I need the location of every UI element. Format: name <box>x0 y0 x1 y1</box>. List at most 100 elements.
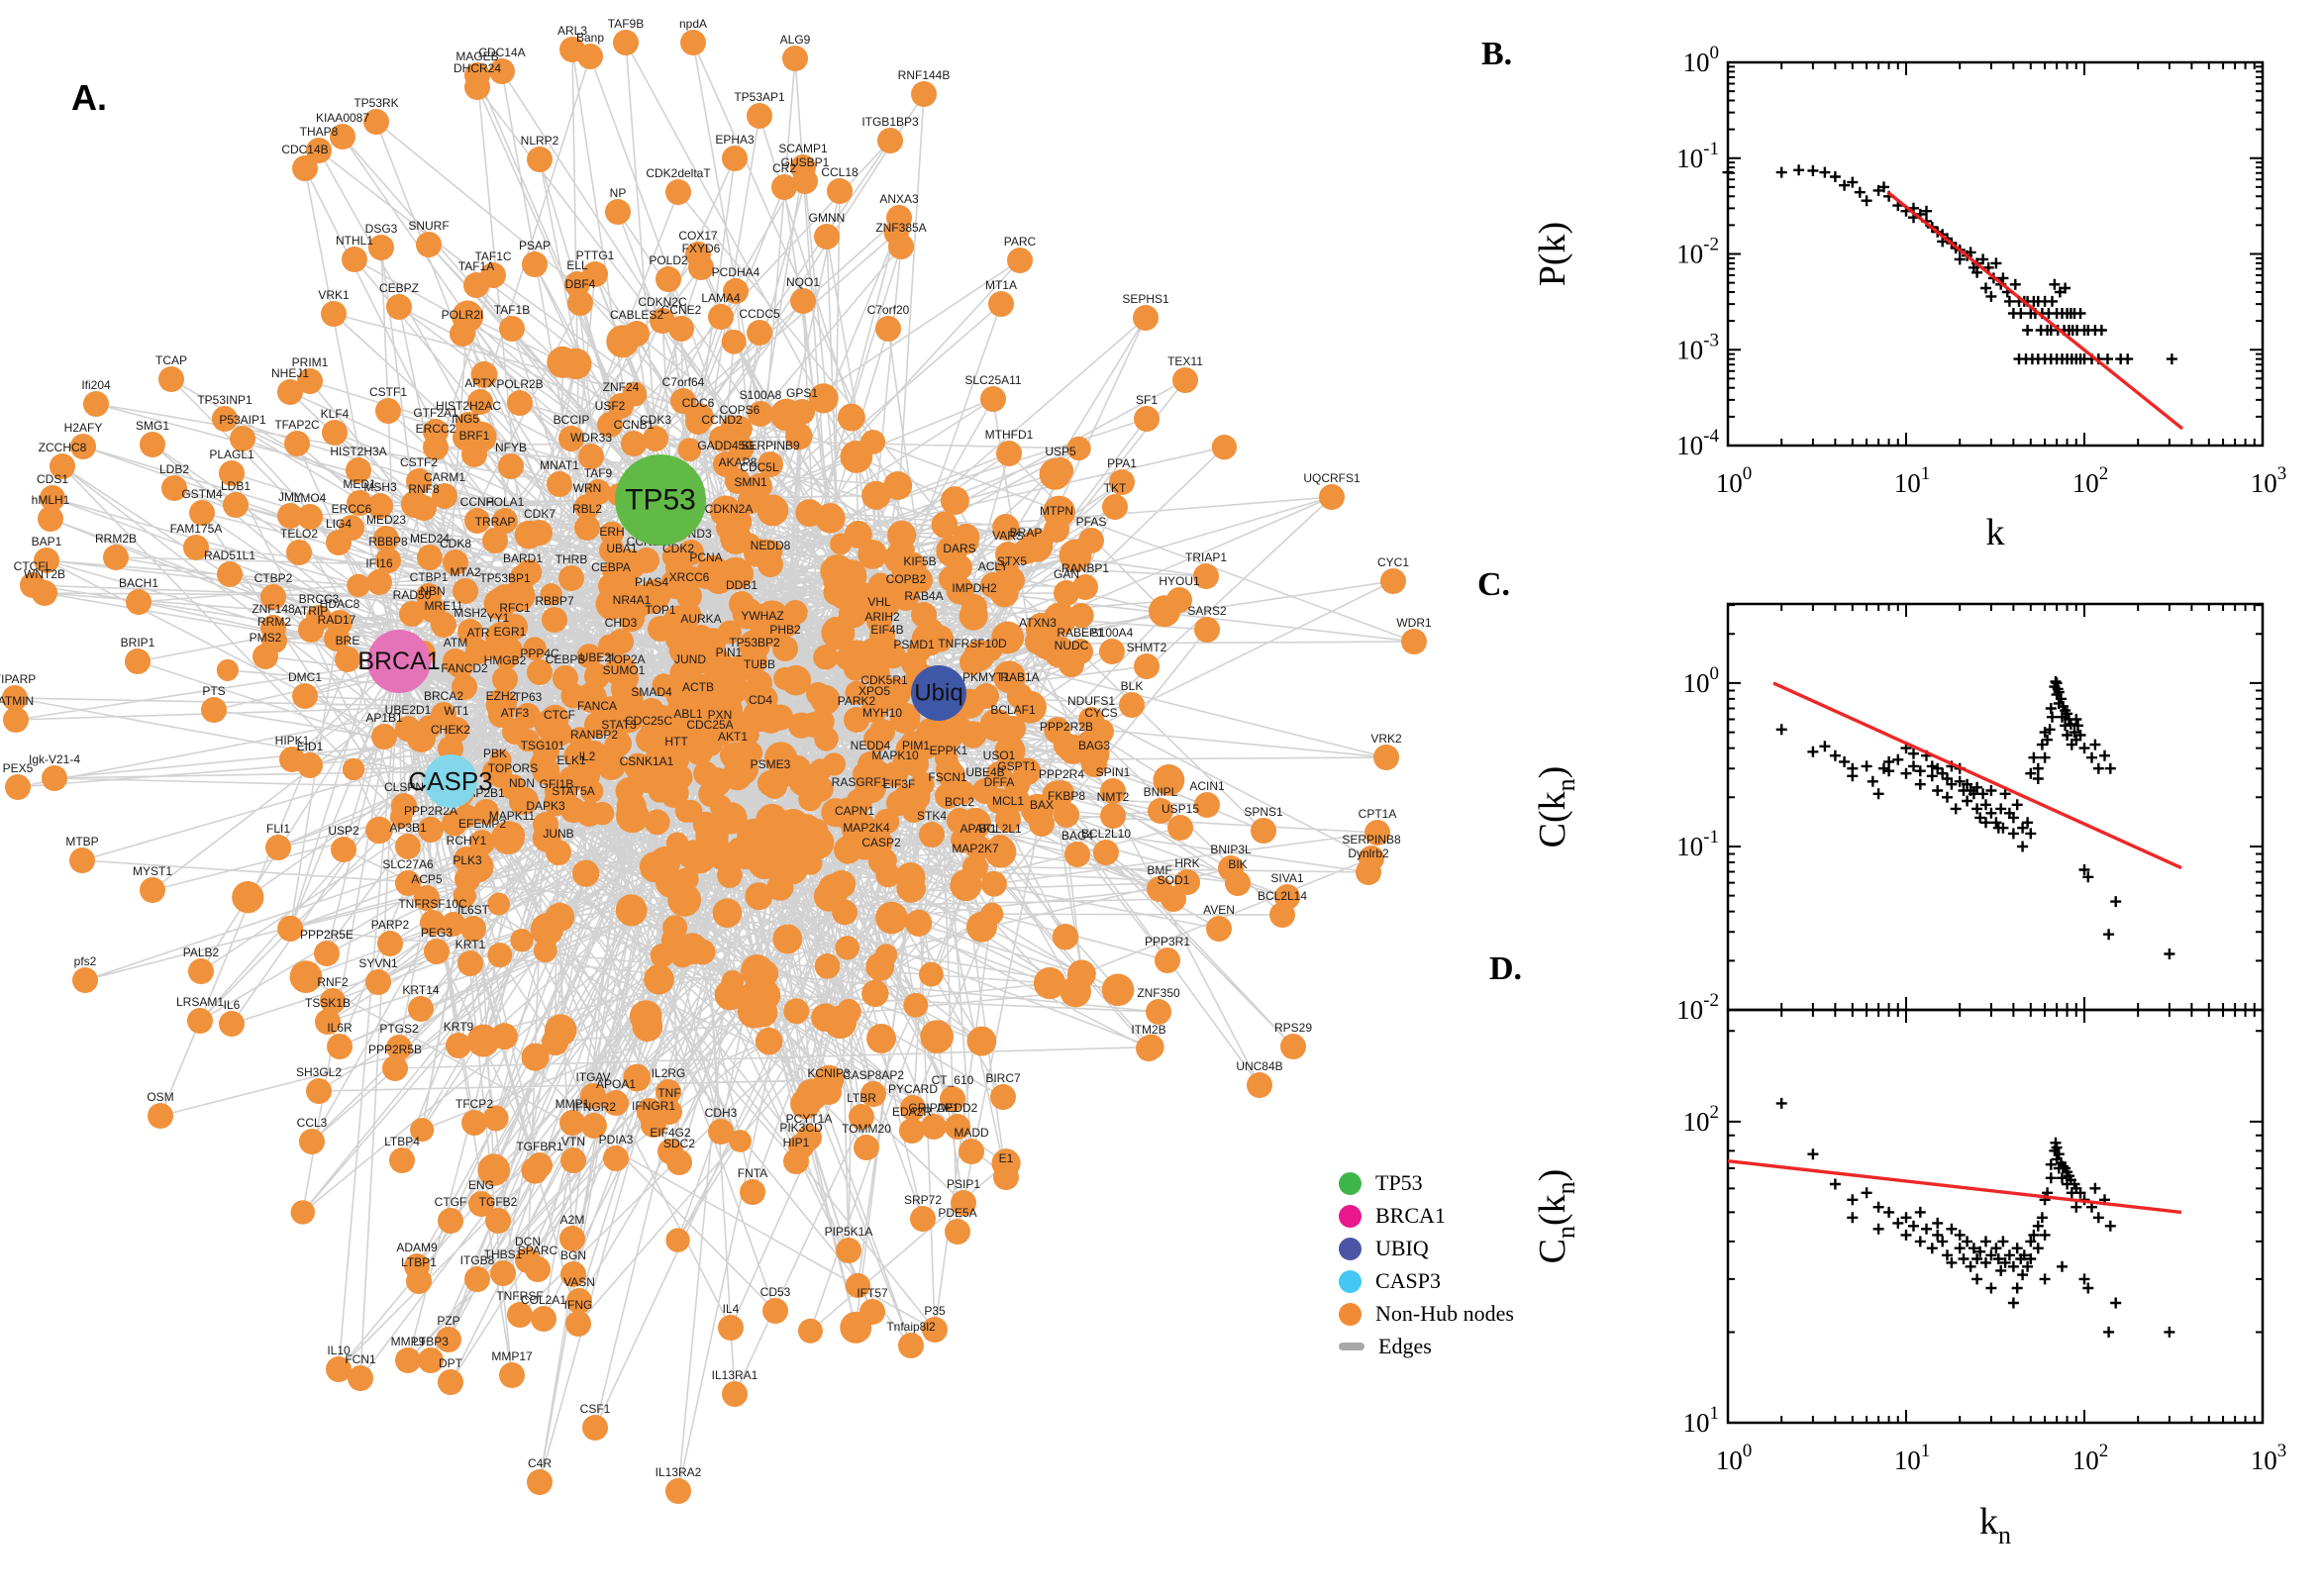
node-label: JUND <box>674 652 706 666</box>
non-hub-node <box>1166 587 1192 613</box>
non-hub-node <box>217 561 243 587</box>
node-label: TOP1 <box>645 603 675 617</box>
node-label: BAG4 <box>1061 829 1093 843</box>
non-hub-node <box>783 1148 809 1174</box>
node-label: APTX <box>464 376 495 390</box>
node-label: POLR2I <box>442 308 484 322</box>
non-hub-node <box>959 1139 984 1164</box>
tick-label: 101 <box>1894 463 1931 498</box>
node-label: STX5 <box>997 554 1027 568</box>
node-label: BCLAF1 <box>990 703 1036 717</box>
non-hub-node <box>861 480 891 510</box>
non-hub-node <box>83 391 109 417</box>
node-label: CDKN2A <box>705 502 754 516</box>
non-hub-node <box>454 866 480 892</box>
non-hub-node <box>126 589 152 615</box>
non-hub-node <box>1048 457 1073 483</box>
non-hub-node <box>849 1104 874 1130</box>
non-hub-node <box>962 854 988 880</box>
non-hub-node <box>406 468 432 494</box>
node-label: RNF8 <box>408 482 440 496</box>
node-label: CDK7 <box>524 507 556 521</box>
non-hub-node <box>1194 617 1220 643</box>
non-hub-node <box>499 822 525 848</box>
node-label: TNFRSF <box>496 1289 543 1303</box>
non-hub-node <box>453 578 478 604</box>
non-hub-node <box>452 674 477 700</box>
non-hub-node <box>840 441 873 473</box>
non-hub-node <box>416 583 442 609</box>
node-label: KRT1 <box>455 938 486 951</box>
legend-label: BRCA1 <box>1375 1203 1446 1228</box>
non-hub-node <box>945 1114 970 1140</box>
non-hub-node <box>729 591 755 617</box>
non-hub-node <box>1269 902 1295 928</box>
node-label: CSNK1A1 <box>620 754 674 768</box>
node-label: PPP4C <box>520 647 559 660</box>
node-label: CCL18 <box>821 165 858 179</box>
non-hub-node <box>931 511 959 539</box>
non-hub-node <box>1007 248 1033 273</box>
node-label: TUBB <box>744 657 775 671</box>
node-label: PCYT1A <box>786 1112 833 1126</box>
node-label: NEDD8 <box>751 539 791 552</box>
non-hub-node <box>265 835 291 860</box>
non-hub-node <box>1044 517 1069 543</box>
node-label: PZP <box>437 1314 459 1328</box>
hub-node-ubiq <box>911 665 966 721</box>
node-label: GPS1 <box>786 386 818 400</box>
non-hub-node <box>546 840 571 865</box>
node-label: TAF9B <box>608 17 644 31</box>
non-hub-node <box>216 658 239 681</box>
non-hub-node <box>947 808 972 834</box>
node-label: IFNG <box>564 1298 593 1312</box>
node-label: MAP2K4 <box>843 821 890 835</box>
non-hub-node <box>875 316 901 342</box>
tick-label: 10-2 <box>1676 990 1719 1025</box>
non-hub-node <box>693 563 719 589</box>
node-label: CCNE2 <box>661 303 702 317</box>
node-label: UBE4B <box>965 765 1004 779</box>
node-label: EGR1 <box>494 625 527 639</box>
node-label: NR4A1 <box>613 593 652 607</box>
non-hub-node <box>689 939 716 965</box>
node-label: CR2 <box>772 161 796 175</box>
non-hub-node <box>1167 815 1193 841</box>
non-hub-node <box>327 1034 353 1059</box>
non-hub-node <box>1100 803 1126 829</box>
non-hub-node <box>468 1191 494 1217</box>
node-label: ELK1 <box>556 753 586 767</box>
node-label: PBK <box>483 747 507 760</box>
node-label: CYC1 <box>1377 555 1409 569</box>
non-hub-node <box>424 939 450 964</box>
non-hub-node <box>411 495 437 521</box>
node-label: WRN <box>573 481 602 495</box>
non-hub-node <box>321 301 347 327</box>
non-hub-node <box>330 124 355 150</box>
non-hub-node <box>721 329 747 354</box>
node-label: CSTF1 <box>369 385 407 399</box>
plot-panel-c: 100 10-1 10-2 C(kn) <box>1532 602 2265 1025</box>
non-hub-node <box>757 494 789 527</box>
non-hub-node <box>608 629 634 654</box>
non-hub-node <box>758 551 783 577</box>
non-hub-node <box>725 468 751 494</box>
scatter-points <box>1775 676 2175 959</box>
node-label: CTCF <box>544 708 575 722</box>
non-hub-node <box>1099 639 1125 664</box>
non-hub-node <box>572 859 600 887</box>
non-hub-node <box>290 1200 316 1225</box>
node-label: ELL <box>566 258 588 272</box>
non-hub-node <box>42 765 67 791</box>
non-hub-node <box>1148 798 1173 824</box>
plot-frame <box>1726 1008 2265 1425</box>
non-hub-node <box>797 1318 823 1344</box>
non-hub-node <box>103 545 129 570</box>
node-label: BRCA2 <box>424 689 463 703</box>
legend-item-non-hub-nodes: Non-Hub nodes <box>1339 1301 1514 1327</box>
non-hub-node <box>999 567 1025 593</box>
non-hub-node <box>492 666 518 692</box>
non-hub-node <box>866 1023 896 1053</box>
node-label: HDAC8 <box>320 597 360 611</box>
non-hub-node <box>436 1327 461 1352</box>
